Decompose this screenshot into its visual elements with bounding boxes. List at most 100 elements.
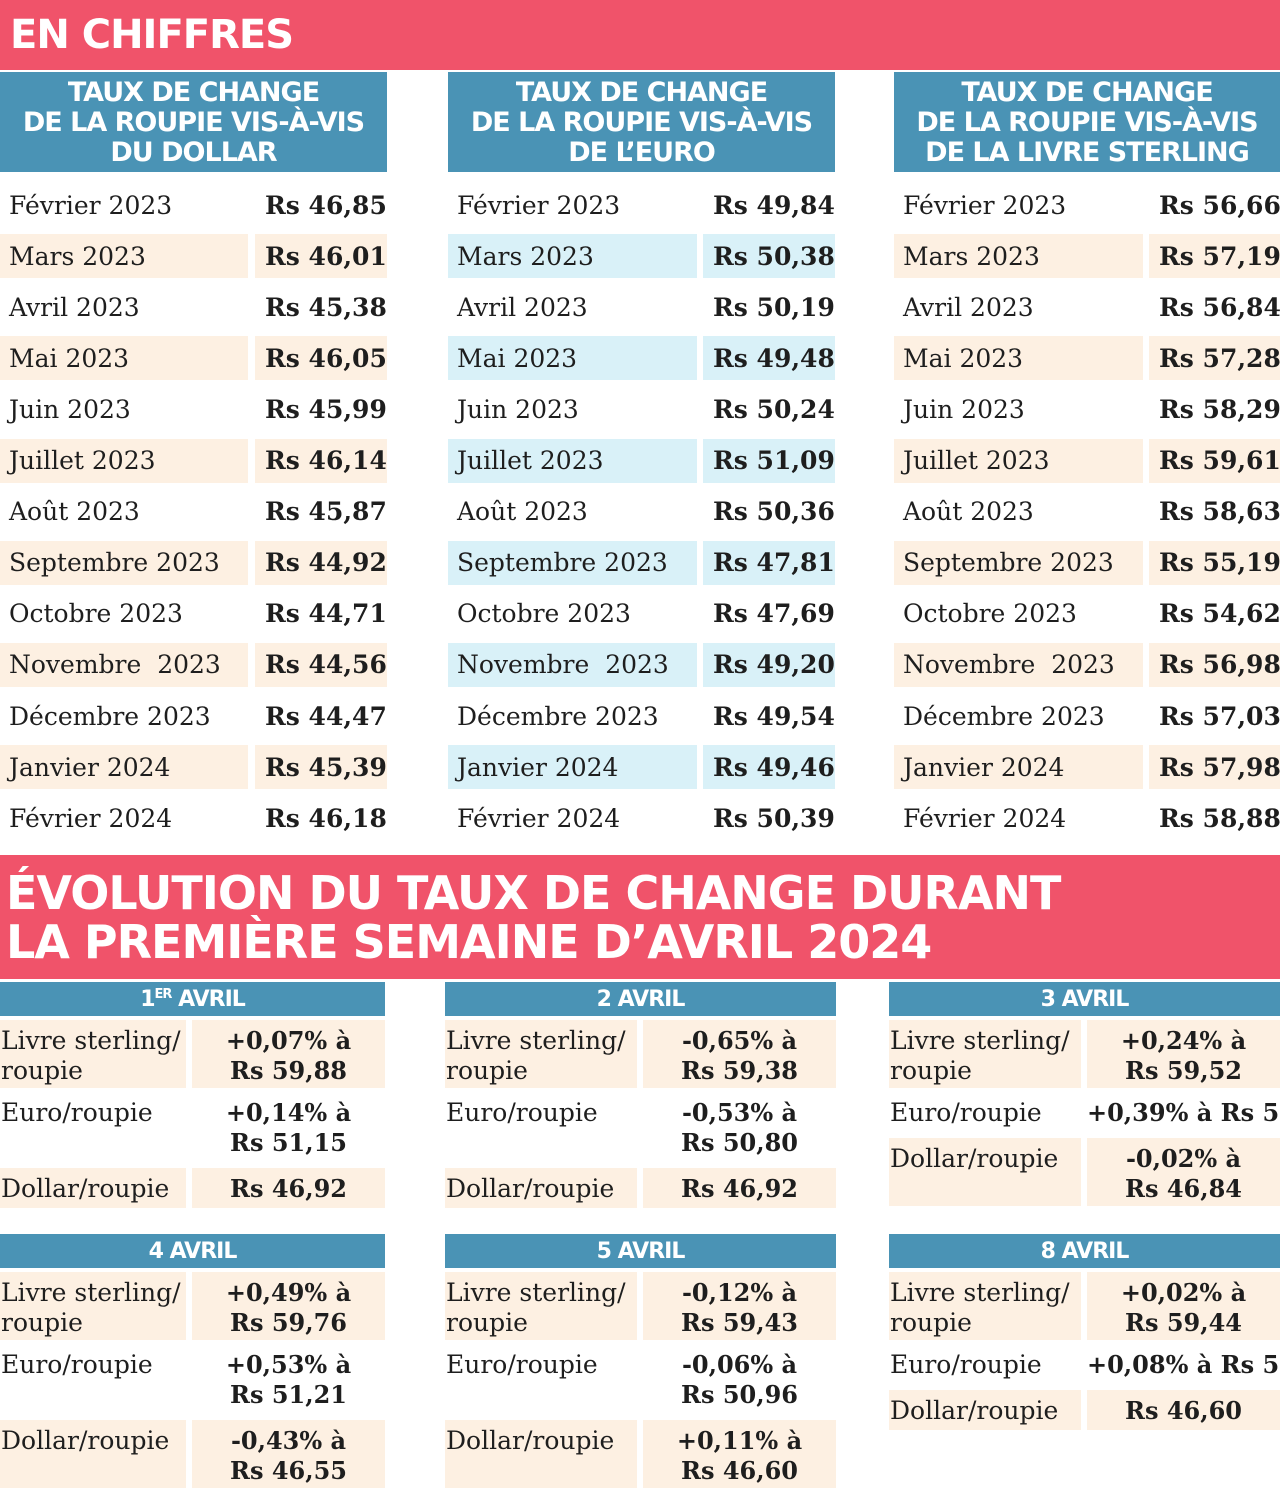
table-header-line: DU DOLLAR [110, 137, 277, 168]
month-label: Septembre 2023 [894, 540, 1143, 585]
month-label: Août 2023 [9, 497, 140, 527]
day-month: AVRIL [610, 1239, 686, 1264]
rate-value: Rs 50,24 [713, 394, 835, 424]
month-label: Juin 2023 [903, 394, 1025, 424]
pair-label: Euro/roupie [1, 1350, 153, 1379]
month-label: Novembre 2023 [894, 642, 1143, 687]
pair-label: Euro/roupie [890, 1098, 1042, 1127]
month-label: Mai 2023 [894, 336, 1143, 381]
day-header: 2 AVRIL [445, 982, 836, 1016]
month-label: Décembre 2023 [903, 701, 1105, 731]
pair-value: +0,24% à Rs 59,52 [1087, 1020, 1280, 1088]
table-header-line: TAUX DE CHANGE [67, 77, 320, 108]
page-title: EN CHIFFRES [10, 12, 294, 58]
rate-value: Rs 57,28 [1149, 336, 1280, 381]
pair-label: Dollar/roupie [0, 1168, 186, 1208]
rate-value: Rs 47,69 [713, 599, 835, 629]
month-label: Janvier 2024 [448, 745, 697, 790]
day-number: 3 [1040, 987, 1056, 1012]
rate-value: Rs 46,85 [265, 190, 387, 220]
rate-value: Rs 57,19 [1149, 234, 1280, 279]
month-label: Février 2024 [9, 803, 173, 833]
pair-value: -0,65% à Rs 59,38 [643, 1020, 836, 1088]
section-banner: ÉVOLUTION DU TAUX DE CHANGE DURANT LA PR… [0, 855, 1280, 979]
pair-value: +0,08% à Rs 51 [1087, 1350, 1280, 1379]
rate-value: Rs 58,88 [1159, 803, 1280, 833]
pair-value: +0,02% à Rs 59,44 [1087, 1272, 1280, 1340]
month-label: Avril 2023 [457, 292, 588, 322]
rate-value: Rs 49,20 [703, 642, 835, 687]
day-month: AVRIL [1054, 987, 1130, 1012]
rate-value: Rs 49,48 [703, 336, 835, 381]
month-label: Avril 2023 [9, 292, 140, 322]
month-label: Décembre 2023 [457, 701, 659, 731]
rate-value: Rs 49,84 [713, 190, 835, 220]
day-number: 1 [140, 987, 155, 1012]
rate-value: Rs 50,36 [713, 497, 835, 527]
pair-value: -0,43% à Rs 46,55 [192, 1420, 385, 1488]
month-label: Avril 2023 [903, 292, 1034, 322]
pair-label: Dollar/roupie [889, 1138, 1081, 1206]
table-header-line: DE LA LIVRE STERLING [925, 137, 1250, 168]
month-label: Mai 2023 [0, 336, 248, 381]
day-month: AVRIL [171, 987, 246, 1012]
month-label: Septembre 2023 [448, 540, 697, 585]
month-label: Juillet 2023 [0, 438, 248, 483]
month-label: Octobre 2023 [903, 599, 1077, 629]
pair-value: +0,14% à Rs 51,15 [225, 1098, 352, 1157]
rate-value: Rs 57,98 [1149, 745, 1280, 790]
pair-label: Livre sterling/ roupie [889, 1020, 1081, 1088]
pair-label: Livre sterling/ roupie [889, 1272, 1081, 1340]
table-header: TAUX DE CHANGE DE LA ROUPIE VIS-À-VIS DU D… [0, 72, 387, 172]
table-header-line: DE LA ROUPIE VIS-À-VIS [22, 107, 365, 138]
pair-label: Livre sterling/ roupie [445, 1020, 637, 1088]
day-header: 8 AVRIL [889, 1234, 1280, 1268]
month-label: Mars 2023 [894, 234, 1143, 279]
table-header-line: TAUX DE CHANGE [961, 77, 1213, 108]
day-month: AVRIL [1054, 1239, 1130, 1264]
pair-label: Dollar/roupie [889, 1390, 1081, 1430]
day-header: 1ER AVRIL [0, 982, 385, 1016]
month-label: Juillet 2023 [894, 438, 1143, 483]
rate-value: Rs 47,81 [703, 540, 835, 585]
rate-value: Rs 45,39 [255, 745, 387, 790]
month-label: Janvier 2024 [0, 745, 248, 790]
pair-value: +0,11% à Rs 46,60 [643, 1420, 836, 1488]
pair-value: +0,53% à Rs 51,21 [225, 1350, 352, 1409]
day-number: 5 [596, 1239, 612, 1264]
month-label: Décembre 2023 [9, 701, 211, 731]
table-header-line: DE LA ROUPIE VIS-À-VIS [470, 107, 813, 138]
pair-value: -0,53% à Rs 50,80 [681, 1098, 798, 1157]
pair-value: +0,49% à Rs 59,76 [192, 1272, 385, 1340]
pair-label: Euro/roupie [446, 1098, 598, 1127]
table-header-line: DE LA ROUPIE VIS-À-VIS [916, 107, 1258, 138]
rate-value: Rs 58,29 [1159, 394, 1280, 424]
pair-label: Dollar/roupie [0, 1420, 186, 1488]
rate-value: Rs 44,92 [255, 540, 387, 585]
month-label: Mars 2023 [448, 234, 697, 279]
day-header: 4 AVRIL [0, 1234, 385, 1268]
month-label: Février 2023 [903, 190, 1067, 220]
day-month: AVRIL [610, 987, 686, 1012]
pair-value: Rs 46,92 [643, 1168, 836, 1208]
rate-value: Rs 45,99 [265, 394, 387, 424]
pair-label: Livre sterling/ roupie [0, 1020, 186, 1088]
month-label: Octobre 2023 [9, 599, 183, 629]
pair-label: Euro/roupie [1, 1098, 153, 1127]
pair-label: Euro/roupie [890, 1350, 1042, 1379]
rate-value: Rs 46,01 [255, 234, 387, 279]
section-title-line: LA PREMIÈRE SEMAINE D’AVRIL 2024 [6, 915, 932, 969]
rate-value: Rs 58,63 [1159, 497, 1280, 527]
rate-value: Rs 50,38 [703, 234, 835, 279]
month-label: Février 2024 [903, 803, 1067, 833]
rate-value: Rs 46,14 [255, 438, 387, 483]
rate-value: Rs 46,05 [255, 336, 387, 381]
section-title-line: ÉVOLUTION DU TAUX DE CHANGE DURANT [6, 866, 1061, 920]
pair-value: +0,39% à Rs 51 [1087, 1098, 1280, 1127]
rate-value: Rs 49,46 [703, 745, 835, 790]
table-header-line: TAUX DE CHANGE [515, 77, 768, 108]
day-number: 4 [148, 1239, 164, 1264]
rate-value: Rs 56,66 [1159, 190, 1280, 220]
rate-value: Rs 57,03 [1159, 701, 1280, 731]
month-label: Octobre 2023 [457, 599, 631, 629]
